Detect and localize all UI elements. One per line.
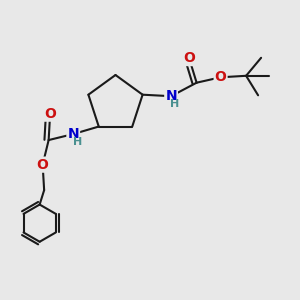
Text: H: H	[170, 99, 180, 109]
Text: O: O	[37, 158, 49, 172]
Text: O: O	[183, 51, 195, 65]
Text: O: O	[215, 70, 226, 84]
Text: H: H	[74, 137, 83, 148]
Text: O: O	[44, 107, 56, 121]
Text: N: N	[68, 127, 79, 141]
Text: N: N	[165, 89, 177, 103]
